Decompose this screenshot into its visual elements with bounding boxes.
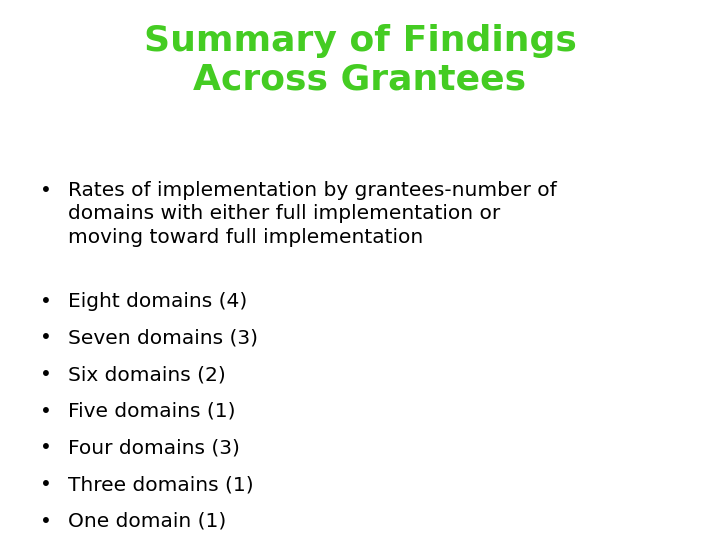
Text: •: • [40,181,51,200]
Text: •: • [40,438,51,457]
Text: •: • [40,402,51,421]
Text: One domain (1): One domain (1) [68,512,227,531]
Text: Rates of implementation by grantees-number of
domains with either full implement: Rates of implementation by grantees-numb… [68,181,557,247]
Text: •: • [40,292,51,310]
Text: Seven domains (3): Seven domains (3) [68,328,258,347]
Text: Six domains (2): Six domains (2) [68,365,226,384]
Text: •: • [40,365,51,384]
Text: Summary of Findings
Across Grantees: Summary of Findings Across Grantees [143,24,577,96]
Text: Eight domains (4): Eight domains (4) [68,292,248,310]
Text: Three domains (1): Three domains (1) [68,475,254,494]
Text: Four domains (3): Four domains (3) [68,438,240,457]
Text: •: • [40,475,51,494]
Text: •: • [40,512,51,531]
Text: •: • [40,328,51,347]
Text: Five domains (1): Five domains (1) [68,402,236,421]
